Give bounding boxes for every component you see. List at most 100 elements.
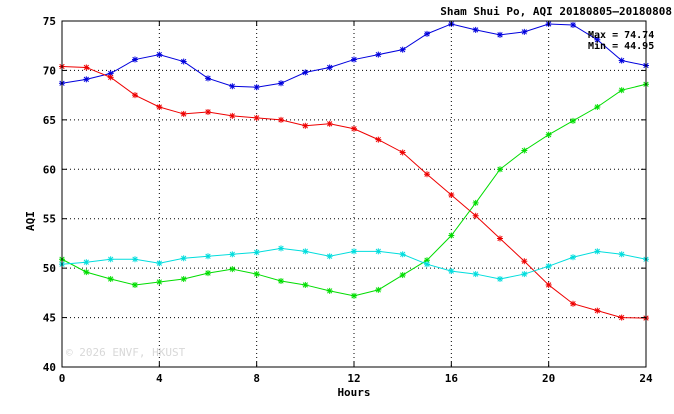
data-point <box>132 281 138 288</box>
y-tick-label: 75 <box>43 15 56 28</box>
data-point <box>351 292 357 299</box>
data-point <box>253 84 260 91</box>
data-point <box>278 116 284 123</box>
data-point <box>399 149 406 156</box>
data-point <box>545 281 552 288</box>
data-point <box>156 278 163 285</box>
data-point <box>497 166 503 173</box>
y-tick-label: 60 <box>43 163 56 176</box>
data-point <box>424 30 430 37</box>
data-point <box>594 104 601 111</box>
x-tick-label: 0 <box>59 372 66 385</box>
axis-layer: 0 4 8 12 16 20 24 40 45 50 55 60 65 70 75 <box>43 15 653 385</box>
data-point <box>399 251 406 258</box>
series-line-3 <box>61 83 647 297</box>
data-point <box>180 58 187 65</box>
data-point <box>472 26 479 33</box>
y-axis-label: AQI <box>24 211 37 231</box>
data-point <box>399 46 406 53</box>
data-point <box>180 110 187 117</box>
data-point <box>399 272 406 279</box>
x-tick-label: 20 <box>542 372 555 385</box>
x-tick-label: 4 <box>156 372 163 385</box>
data-point <box>424 261 430 268</box>
data-point <box>472 199 479 206</box>
data-point <box>205 253 211 260</box>
series-layer <box>59 20 649 322</box>
y-tick-label: 55 <box>43 213 56 226</box>
data-point <box>229 83 236 90</box>
x-tick-label: 8 <box>253 372 260 385</box>
data-point <box>83 76 90 83</box>
min-annotation: Min = 44.95 <box>588 40 654 52</box>
y-tick-label: 40 <box>43 361 56 374</box>
data-point <box>107 74 114 81</box>
data-point <box>253 114 260 121</box>
data-point <box>83 64 90 71</box>
data-point <box>83 269 90 276</box>
data-point <box>156 104 163 111</box>
y-tick-label: 65 <box>43 114 56 127</box>
data-point <box>326 64 333 71</box>
data-point <box>521 28 528 35</box>
data-point <box>375 136 382 143</box>
y-tick-label: 50 <box>43 262 56 275</box>
data-point <box>351 56 357 63</box>
x-tick-label: 12 <box>347 372 360 385</box>
data-point <box>618 314 625 321</box>
data-point <box>497 31 503 38</box>
data-point <box>594 36 601 43</box>
data-point <box>448 268 455 275</box>
data-point <box>156 260 163 267</box>
y-tick-label: 45 <box>43 312 56 325</box>
data-point <box>253 271 260 278</box>
data-point <box>156 51 163 58</box>
data-point <box>132 256 138 263</box>
data-point <box>375 248 382 255</box>
data-point <box>375 51 382 58</box>
data-point <box>521 258 528 265</box>
data-point <box>497 276 503 283</box>
data-point <box>472 212 479 219</box>
data-point <box>132 92 138 99</box>
data-point <box>448 191 455 198</box>
data-point <box>132 56 138 63</box>
data-point <box>497 235 503 242</box>
data-point <box>351 125 357 132</box>
data-point <box>229 251 236 258</box>
y-tick-label: 70 <box>43 64 56 77</box>
data-point <box>570 300 576 307</box>
data-point <box>326 120 333 127</box>
data-point <box>326 287 333 294</box>
watermark: © 2026 ENVF, HKUST <box>66 346 186 359</box>
data-point <box>229 112 236 119</box>
data-point <box>107 276 114 283</box>
data-point <box>83 259 90 266</box>
data-point <box>570 117 576 124</box>
data-point <box>375 286 382 293</box>
max-annotation: Max = 74.74 <box>588 30 654 41</box>
chart-title: Sham Shui Po, AQI 20180805—20180808 <box>440 5 672 18</box>
data-point <box>570 21 576 28</box>
data-point <box>545 131 552 138</box>
data-point <box>302 122 309 129</box>
series-line-2 <box>61 65 647 319</box>
data-point <box>545 263 552 270</box>
data-point <box>107 256 114 263</box>
data-point <box>594 307 601 314</box>
data-point <box>205 108 211 115</box>
data-point <box>205 75 211 82</box>
x-tick-label: 16 <box>445 372 459 385</box>
x-tick-label: 24 <box>639 372 653 385</box>
data-point <box>180 276 187 283</box>
data-point <box>521 147 528 154</box>
x-axis-label: Hours <box>337 386 370 399</box>
data-point <box>448 232 455 239</box>
data-point <box>521 271 528 278</box>
data-point <box>180 255 187 262</box>
data-point <box>594 248 601 255</box>
data-point <box>618 251 625 258</box>
data-point <box>618 57 625 64</box>
data-point <box>229 266 236 273</box>
